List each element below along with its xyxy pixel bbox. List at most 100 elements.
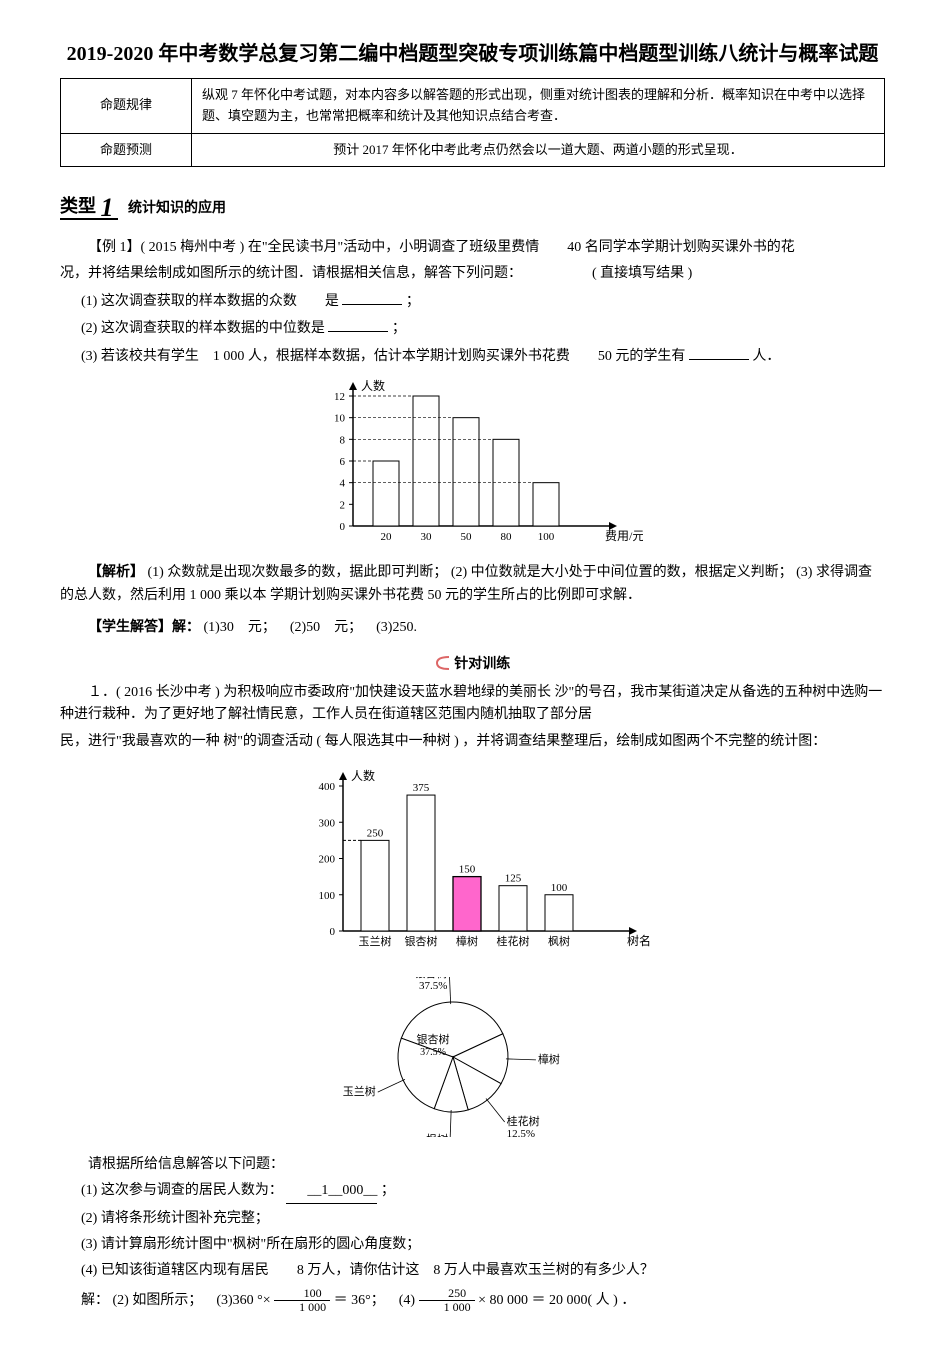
q1-tail: ； [406,294,420,309]
bar-chart-2: 人数树名 0 100 200 300 400 250 玉兰树 375 银杏树 150 樟树 125 桂花树… [293,761,653,961]
fraction: 250 1 000 [419,1287,475,1314]
type-desc: 统计知识的应用 [128,201,226,216]
svg-text:375: 375 [412,782,429,794]
drill-tag-text: 针对训练 [454,657,510,672]
svg-text:0: 0 [329,926,335,938]
svg-text:400: 400 [318,781,335,793]
svg-text:37.5%: 37.5% [418,981,446,993]
example-head: 【例 1】( 2015 梅州中考 ) 在"全民读书月"活动中，小明调查了班级里费… [60,237,885,259]
q1: (1) 这次调查获取的样本数据的众数 是 ； [60,290,885,313]
svg-text:2: 2 [339,499,345,511]
svg-text:150: 150 [458,864,475,876]
blank [342,290,402,305]
svg-text:250: 250 [366,827,383,839]
svg-text:樟树: 樟树 [456,934,478,948]
svg-text:银杏树: 银杏树 [404,934,437,948]
table-row: 命题规律 纵观 7 年怀化中考试题，对本内容多以解答题的形式出现，侧重对统计图表… [61,79,885,134]
p1-head2: 民，进行"我最喜欢的一种 树"的调查活动 ( 每人限选其中一种树 ) ，并将调查… [60,731,885,753]
type-label-text: 类型 [60,196,96,216]
svg-text:玉兰树: 玉兰树 [358,934,391,948]
frac-num: 100 [274,1287,330,1301]
p1-q4: (4) 已知该街道辖区内现有居民 8 万人，请你估计这 8 万人中最喜欢玉兰树的… [60,1260,885,1282]
svg-text:50: 50 [460,531,472,543]
type-number: 1 [101,193,114,222]
fraction: 100 1 000 [274,1287,330,1314]
svg-text:枫树: 枫树 [426,1132,448,1137]
q3-text: (3) 若该校共有学生 1 000 人，根据样本数据，估计本学期计划购买课外书花… [81,349,685,364]
svg-text:100: 100 [550,882,567,894]
table-row: 命题预测 预计 2017 年怀化中考此考点仍然会以一道大题、两道小题的形式呈现． [61,133,885,167]
svg-text:0: 0 [339,521,345,533]
svg-text:80: 80 [500,531,512,543]
bar-chart: 人数费用/元 0 2 4 6 8 10 12 20 30 50 80 100 [303,376,643,546]
svg-text:125: 125 [504,873,521,885]
page-title: 2019-2020 年中考数学总复习第二编中档题型突破专项训练篇中档题型训练八统… [60,40,885,68]
svg-text:100: 100 [537,531,554,543]
q3-tail: 人． [752,349,780,364]
svg-text:人数: 人数 [351,768,375,783]
q1-text: (1) 这次调查获取的样本数据的众数 是 [81,294,339,309]
svg-text:银杏树: 银杏树 [416,1032,449,1046]
pie-chart-wrap: 银杏树37.5%樟树桂花树12.5%枫树玉兰树银杏树37.5% [60,977,885,1145]
p1-q3: (3) 请计算扇形统计图中"枫树"所在扇形的圆心角度数； [60,1234,885,1256]
svg-text:30: 30 [420,531,432,543]
blank [689,345,749,360]
svg-text:枫树: 枫树 [548,934,570,948]
svg-text:200: 200 [318,854,335,866]
svg-text:100: 100 [318,890,335,902]
pie-chart: 银杏树37.5%樟树桂花树12.5%枫树玉兰树银杏树37.5% [343,977,603,1137]
row-label: 命题预测 [61,133,192,167]
frac-den: 1 000 [274,1301,330,1314]
answer-text: (1)30 元； (2)50 元； (3)250. [204,620,417,635]
answer-value: __1__000__ [286,1180,377,1203]
svg-text:费用/元: 费用/元 [605,529,643,543]
analysis-block: 【解析】 (1) 众数就是出现次数最多的数，据此即可判断； (2) 中位数就是大… [60,562,885,607]
svg-text:12.5%: 12.5% [506,1128,534,1137]
type-header: 类型 1 统计知识的应用 [60,187,885,229]
answer-label: 【学生解答】解： [88,620,200,635]
p1-q1: (1) 这次参与调查的居民人数为： __1__000__ ； [60,1180,885,1203]
svg-text:10: 10 [334,413,346,425]
frac-num: 250 [419,1287,475,1301]
example-head2: 况，并将结果绘制成如图所示的统计图．请根据相关信息，解答下列问题： ( 直接填写… [60,263,885,285]
svg-text:玉兰树: 玉兰树 [343,1085,376,1099]
svg-text:桂花树: 桂花树 [496,934,529,948]
q2: (2) 这次调查获取的样本数据的中位数是 ； [60,317,885,340]
q3: (3) 若该校共有学生 1 000 人，根据样本数据，估计本学期计划购买课外书花… [60,345,885,368]
sol-mid2: × 80 000 ＝ 20 000( 人 ) ． [478,1293,635,1308]
chart1: 人数费用/元 0 2 4 6 8 10 12 20 30 50 80 100 [60,376,885,554]
svg-text:树名: 树名 [627,933,651,948]
drill-tag: 针对训练 [60,654,885,676]
svg-text:20: 20 [380,531,392,543]
sol-label: 解： [81,1293,109,1308]
bracket-icon [435,656,451,670]
svg-text:6: 6 [339,456,345,468]
row-label: 命题规律 [61,79,192,134]
svg-text:300: 300 [318,817,335,829]
analysis-label: 【解析】 [88,565,144,580]
svg-text:12: 12 [334,391,345,403]
frac-den: 1 000 [419,1301,475,1314]
chart2: 人数树名 0 100 200 300 400 250 玉兰树 375 银杏树 150 樟树 125 桂花树… [60,761,885,969]
q-text: (1) 这次参与调查的居民人数为： [81,1183,283,1198]
svg-text:8: 8 [339,434,345,446]
blank [328,317,388,332]
p1q-intro: 请根据所给信息解答以下问题： [60,1154,885,1176]
solution: 解： (2) 如图所示； (3)360 °× 100 1 000 ＝ 36°； … [60,1287,885,1314]
svg-text:樟树: 樟树 [537,1052,559,1066]
sol-pre: (2) 如图所示； (3)360 °× [113,1293,271,1308]
analysis-text: (1) 众数就是出现次数最多的数，据此即可判断； (2) 中位数就是大小处于中间… [60,565,872,602]
svg-text:桂花树: 桂花树 [506,1114,539,1128]
row-text: 预计 2017 年怀化中考此考点仍然会以一道大题、两道小题的形式呈现． [192,133,885,167]
p1-head: １．( 2016 长沙中考 ) 为积极响应市委政府"加快建设天蓝水碧地绿的美丽长… [60,682,885,727]
q2-tail: ； [392,321,406,336]
sol-mid: ＝ 36°； (4) [334,1293,415,1308]
p1-q2: (2) 请将条形统计图补充完整； [60,1208,885,1230]
svg-text:4: 4 [339,478,345,490]
svg-text:37.5%: 37.5% [420,1047,446,1058]
q2-text: (2) 这次调查获取的样本数据的中位数是 [81,321,325,336]
rules-table: 命题规律 纵观 7 年怀化中考试题，对本内容多以解答题的形式出现，侧重对统计图表… [60,78,885,167]
svg-text:人数: 人数 [361,378,385,393]
row-text: 纵观 7 年怀化中考试题，对本内容多以解答题的形式出现，侧重对统计图表的理解和分… [192,79,885,134]
answer-block: 【学生解答】解： (1)30 元； (2)50 元； (3)250. [60,617,885,639]
